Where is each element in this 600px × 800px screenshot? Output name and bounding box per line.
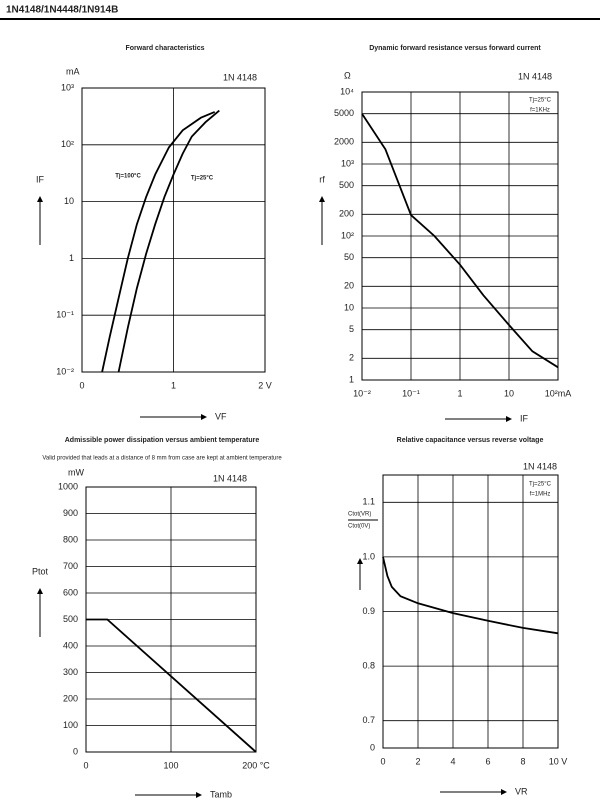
- y-tick-label: 600: [63, 587, 78, 597]
- x-tick-label: 10⁻¹: [402, 388, 420, 398]
- x-tick-label: 1: [171, 380, 176, 390]
- x-label: VF: [215, 411, 227, 421]
- x-tick-label: 2 V: [258, 380, 272, 390]
- y-tick-label: 10: [64, 196, 74, 206]
- y-label: Ctot(0V): [348, 524, 370, 530]
- x-tick-label: 10: [504, 388, 514, 398]
- x-label: Tamb: [210, 789, 232, 799]
- y-tick-label: 500: [339, 180, 354, 190]
- chart-title: Forward characteristics: [126, 45, 205, 52]
- chart-title: Admissible power dissipation versus ambi…: [65, 437, 260, 444]
- x-tick-label: 0: [83, 760, 88, 770]
- y-tick-label: 800: [63, 534, 78, 544]
- y-tick-label: 1: [349, 374, 354, 384]
- y-label: Ctot(VR): [348, 512, 371, 518]
- x-tick-label: 6: [485, 756, 490, 766]
- header-title: 1N4148/1N4448/1N914B: [6, 5, 118, 16]
- data-line: [117, 109, 220, 373]
- annotation: 1N 4148: [213, 473, 247, 483]
- x-tick-label: 200 °C: [242, 760, 270, 770]
- annotation: Tj=25°C: [529, 98, 552, 104]
- x-tick-label: 100: [163, 760, 178, 770]
- y-arrow-head: [37, 196, 43, 202]
- annotation: 1N 4148: [518, 71, 552, 81]
- y-tick-label: 700: [63, 561, 78, 571]
- y-unit: Ω: [344, 70, 351, 80]
- x-arrow-head: [506, 416, 512, 422]
- data-line: [382, 556, 559, 635]
- y-tick-label: 10⁻¹: [56, 310, 74, 320]
- y-tick-label: 2: [349, 353, 354, 363]
- y-tick-label: 1.0: [362, 551, 375, 561]
- x-tick-label: 4: [450, 756, 455, 766]
- x-arrow-head: [501, 789, 507, 795]
- x-label: IF: [520, 413, 529, 423]
- annotation: f=1KHz: [530, 108, 550, 114]
- data-line: [86, 618, 257, 753]
- annotation: Tj=25°C: [529, 482, 552, 488]
- x-tick-label: 8: [520, 756, 525, 766]
- x-tick-label: 10²mA: [545, 388, 572, 398]
- x-tick-label: 10 V: [549, 756, 568, 766]
- y-tick-label: 1: [69, 253, 74, 263]
- y-tick-label: 0.8: [362, 660, 375, 670]
- y-tick-label: 10: [344, 302, 354, 312]
- x-arrow-head: [201, 414, 207, 420]
- y-tick-label: 10³: [341, 158, 354, 168]
- y-tick-label: 10⁻²: [56, 366, 74, 376]
- series-label: Tj=25°C: [191, 176, 214, 182]
- x-tick-label: 0: [79, 380, 84, 390]
- y-tick-label: 0: [73, 746, 78, 756]
- annotation: 1N 4148: [523, 461, 557, 471]
- y-label: rf: [319, 174, 325, 184]
- y-tick-label: 10³: [61, 82, 74, 92]
- y-arrow-head: [319, 196, 325, 202]
- y-tick-label: 1.1: [362, 497, 375, 507]
- y-label: IF: [36, 174, 45, 184]
- data-line: [361, 113, 559, 369]
- y-tick-label: 5: [349, 324, 354, 334]
- y-tick-label: 20: [344, 281, 354, 291]
- y-tick-label: 50: [344, 252, 354, 262]
- chart-title: Relative capacitance versus reverse volt…: [397, 437, 544, 444]
- annotation: f=1MHz: [530, 492, 551, 498]
- chart-title: Dynamic forward resistance versus forwar…: [369, 45, 541, 52]
- y-tick-label: 10⁴: [340, 86, 354, 96]
- x-arrow-head: [196, 792, 202, 798]
- y-tick-label: 5000: [334, 108, 354, 118]
- y-tick-label: 900: [63, 508, 78, 518]
- y-label: Ptot: [32, 566, 49, 576]
- y-tick-label: 1000: [58, 481, 78, 491]
- x-tick-label: 10⁻²: [353, 388, 371, 398]
- y-arrow-head: [357, 558, 363, 564]
- data-line: [101, 111, 216, 373]
- x-tick-label: 2: [415, 756, 420, 766]
- y-arrow-head: [37, 588, 43, 594]
- y-tick-label: 10²: [61, 139, 74, 149]
- x-tick-label: 0: [380, 756, 385, 766]
- y-tick-label: 2000: [334, 137, 354, 147]
- annotation: 1N 4148: [223, 72, 257, 82]
- y-tick-label: 400: [63, 640, 78, 650]
- x-tick-label: 1: [457, 388, 462, 398]
- x-label: VR: [515, 786, 528, 796]
- y-unit: mA: [66, 66, 80, 76]
- y-break-label: 0: [370, 742, 375, 752]
- chart-subtitle: Valid provided that leads at a distance …: [42, 456, 282, 462]
- y-tick-label: 200: [63, 693, 78, 703]
- y-tick-label: 100: [63, 720, 78, 730]
- series-label: Tj=100°C: [115, 174, 141, 180]
- y-tick-label: 10²: [341, 230, 354, 240]
- y-tick-label: 300: [63, 667, 78, 677]
- y-unit: mW: [68, 467, 84, 477]
- y-tick-label: 0.9: [362, 606, 375, 616]
- y-tick-label: 200: [339, 209, 354, 219]
- y-tick-label: 500: [63, 614, 78, 624]
- y-tick-label: 0.7: [362, 715, 375, 725]
